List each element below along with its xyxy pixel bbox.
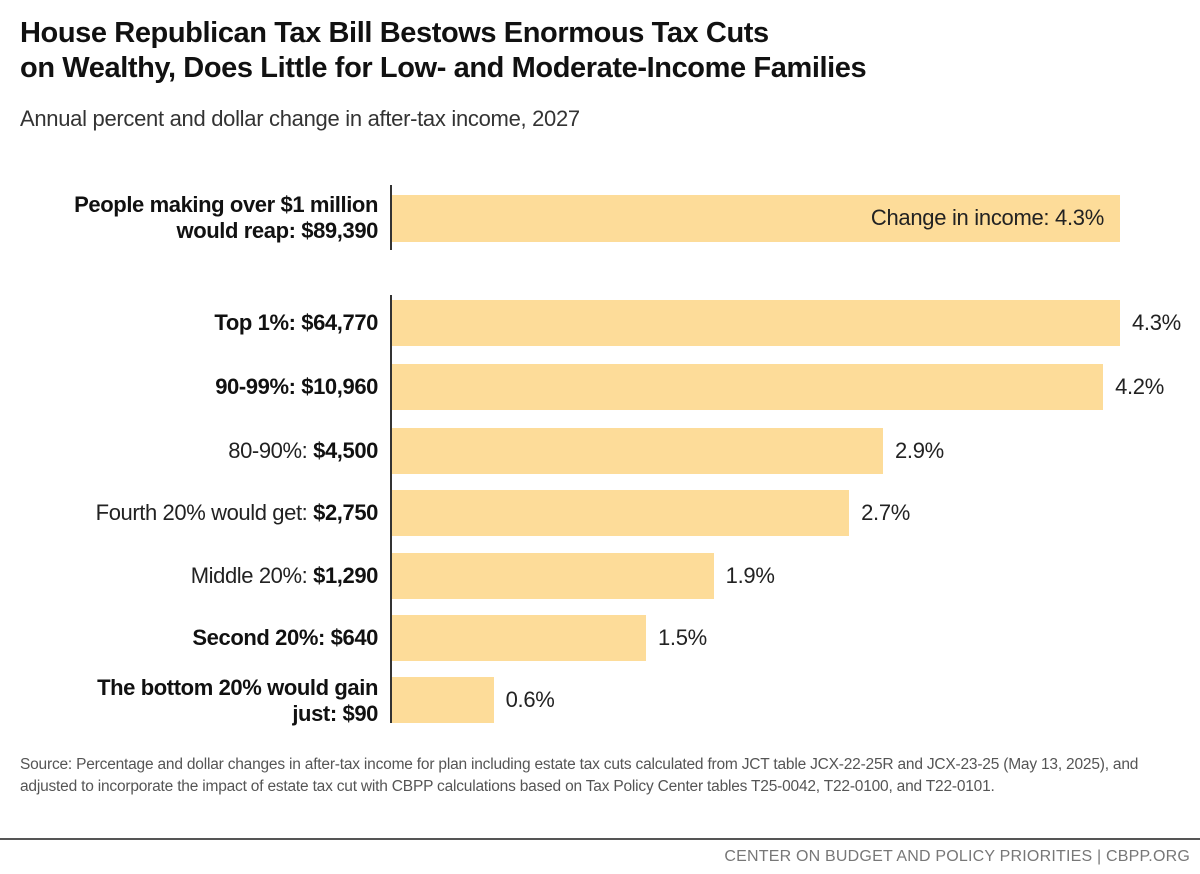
category-label: The bottom 20% would gain just: $90 <box>97 675 378 727</box>
axis-line <box>390 295 392 723</box>
category-label: 90-99%: $10,960 <box>215 374 378 400</box>
bar <box>392 364 1104 410</box>
value-label: 4.2% <box>1115 374 1165 399</box>
footer-credit: CENTER ON BUDGET AND POLICY PRIORITIES |… <box>724 848 1190 865</box>
category-name: Second 20%: <box>192 625 331 650</box>
source-note: Source: Percentage and dollar changes in… <box>20 756 1139 795</box>
category-name: 90-99%: <box>215 374 302 399</box>
category-name: Middle 20%: <box>190 563 314 588</box>
category-name: Top 1%: <box>214 310 302 335</box>
category-label: Top 1%: $64,770 <box>214 310 378 336</box>
category-label-line: just: $90 <box>292 701 378 726</box>
footer-divider <box>0 838 1200 840</box>
bar <box>392 553 714 599</box>
highlight-label-line-1: People making over $1 million <box>74 192 378 217</box>
title-line-1: House Republican Tax Bill Bestows Enormo… <box>20 17 769 49</box>
category-name: 80-90%: <box>228 438 314 463</box>
value-label: 2.7% <box>861 500 911 525</box>
category-amount: $1,290 <box>313 563 378 588</box>
bar <box>392 615 646 661</box>
category-label: 80-90%: $4,500 <box>228 438 378 464</box>
value-label: 4.3% <box>1132 310 1181 335</box>
chart-title: House Republican Tax Bill Bestows Enormo… <box>20 16 867 86</box>
value-label: 1.5% <box>657 625 707 650</box>
highlight-bar <box>392 195 1120 242</box>
category-amount: $4,500 <box>313 438 378 463</box>
value-label: 0.6% <box>505 687 555 712</box>
title-line-2: on Wealthy, Does Little for Low- and Mod… <box>20 52 867 84</box>
category-name: Fourth 20% would get: <box>95 500 314 525</box>
value-label: 1.9% <box>725 563 775 588</box>
bar <box>392 490 850 536</box>
highlight-label-line-2: would reap: $89,390 <box>176 218 379 243</box>
category-label: Fourth 20% would get: $2,750 <box>95 500 379 526</box>
category-amount: $64,770 <box>301 310 378 335</box>
category-label: Middle 20%: $1,290 <box>190 563 379 589</box>
value-label: 2.9% <box>894 438 944 463</box>
bar <box>392 677 494 723</box>
bar <box>392 300 1120 346</box>
category-amount: $640 <box>330 625 379 650</box>
highlight-axis-line <box>390 185 392 250</box>
bar <box>392 428 883 474</box>
highlight-value-label: Change in income: 4.3% <box>870 205 1104 230</box>
category-amount: $2,750 <box>313 500 378 525</box>
highlight-category-label: People making over $1 million would reap… <box>74 192 378 244</box>
chart-subtitle: Annual percent and dollar change in afte… <box>20 106 580 131</box>
category-label: Second 20%: $640 <box>192 625 378 651</box>
category-amount: $10,960 <box>301 374 378 399</box>
category-label-line: The bottom 20% would gain <box>97 675 378 700</box>
